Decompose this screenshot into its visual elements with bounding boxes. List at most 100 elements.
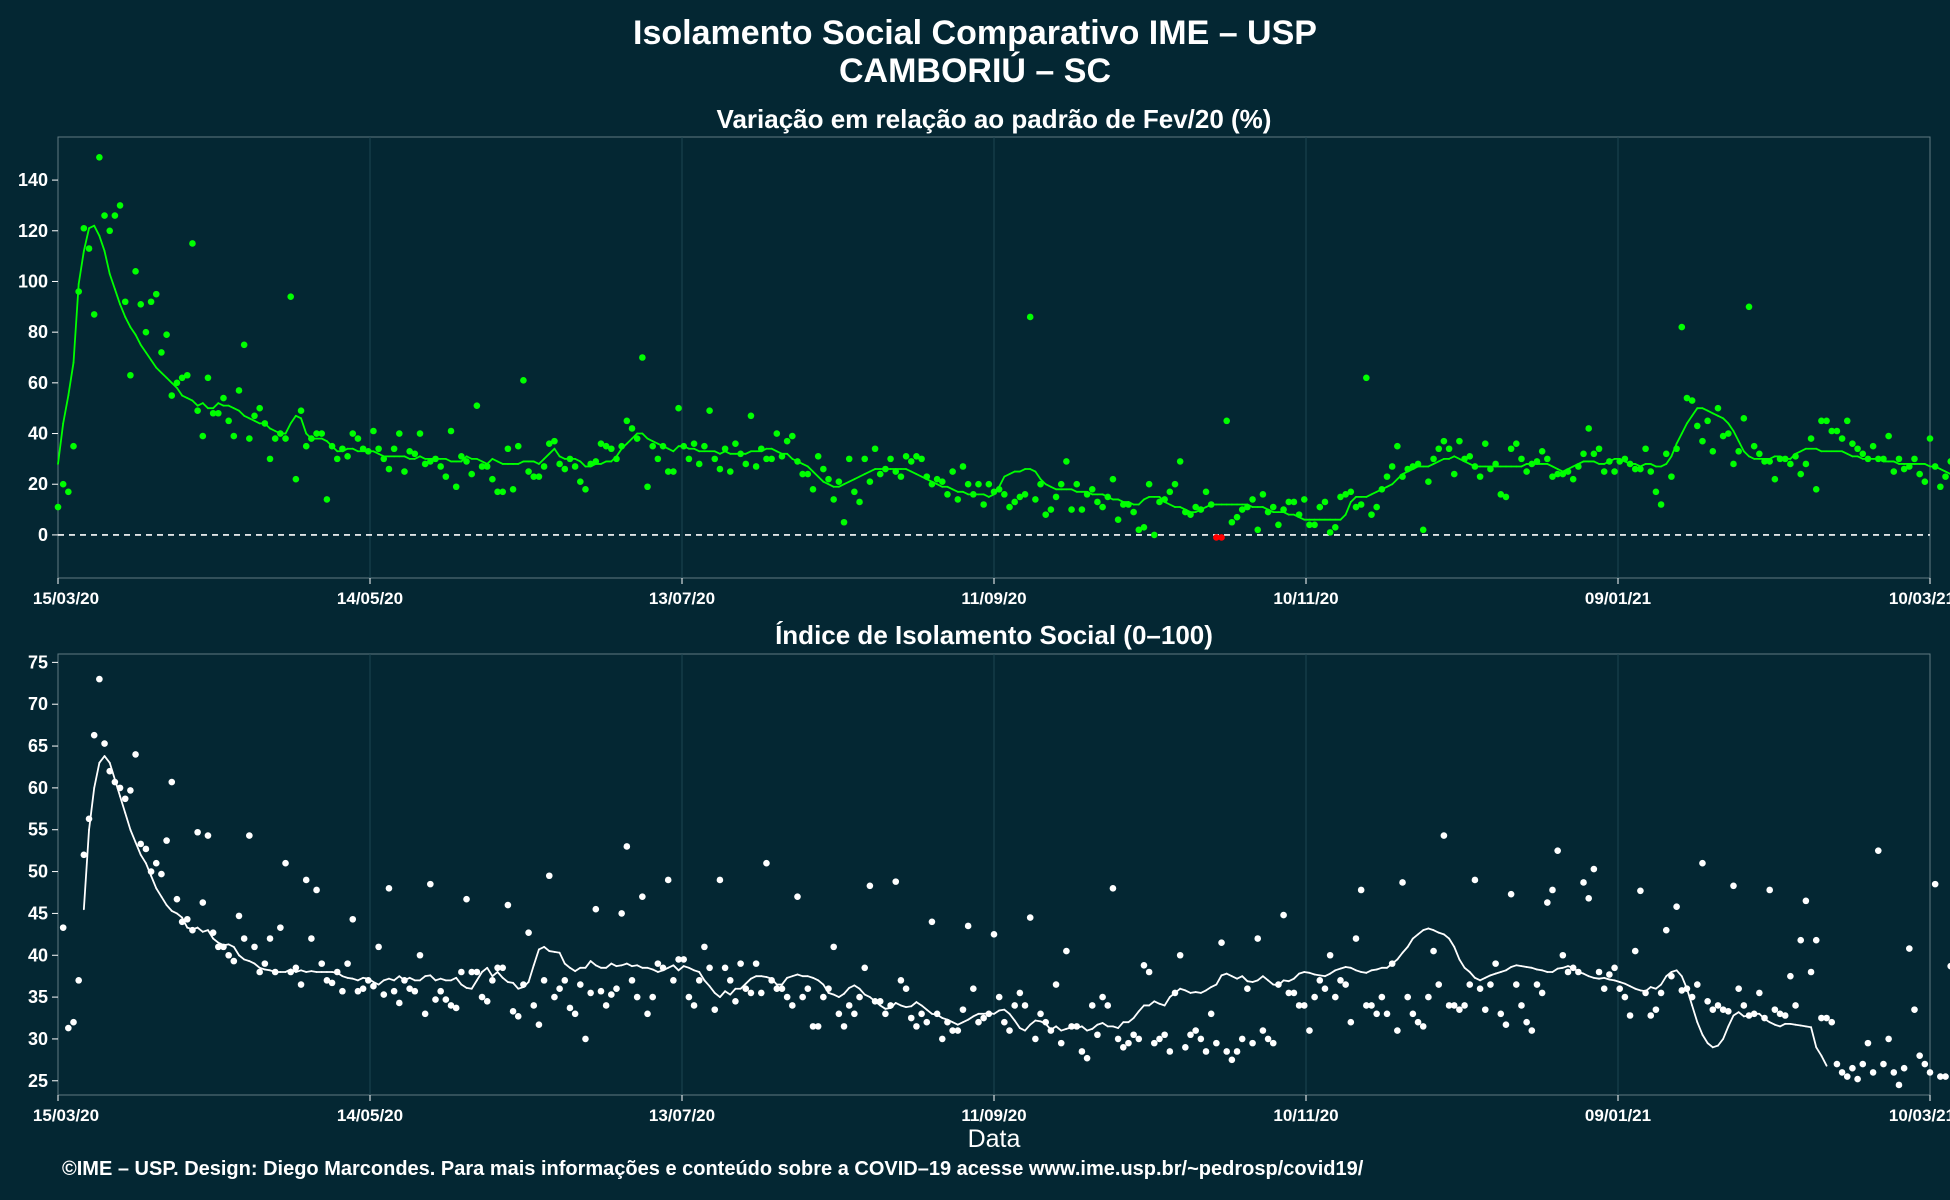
moving-average-segment [817, 979, 825, 986]
data-point [918, 1010, 925, 1018]
moving-average-segment [1799, 447, 1807, 453]
data-point [1683, 985, 1691, 993]
moving-average-segment [243, 414, 251, 420]
data-point [1021, 491, 1029, 498]
data-point [328, 442, 336, 450]
moving-average-segment [532, 460, 540, 465]
moving-average-segment [915, 473, 923, 478]
moving-average-segment [67, 361, 75, 397]
data-point [1264, 508, 1272, 516]
data-point [90, 731, 98, 739]
moving-average-segment [165, 376, 173, 384]
x-tick-label: 10/03/21 [1889, 1106, 1950, 1125]
moving-average-segment [1510, 964, 1518, 968]
data-point [1693, 422, 1701, 430]
data-point [923, 473, 931, 480]
data-point [178, 918, 186, 926]
data-point [1833, 427, 1841, 435]
data-point [313, 430, 320, 437]
moving-average-segment [1484, 974, 1492, 979]
moving-average-segment [1220, 972, 1228, 977]
data-point [825, 475, 832, 483]
moving-average-segment [160, 371, 168, 379]
data-point [1119, 501, 1127, 508]
data-point [1311, 993, 1318, 1001]
data-point [1259, 491, 1267, 498]
data-point [1300, 1002, 1308, 1009]
data-point [266, 935, 274, 942]
data-point [75, 288, 82, 295]
moving-average-segment [532, 948, 540, 967]
data-point [716, 876, 724, 884]
data-point [1512, 981, 1520, 988]
moving-average-segment [145, 351, 152, 361]
data-point [1306, 1027, 1313, 1034]
data-point [1937, 1073, 1944, 1080]
moving-average-segment [1210, 983, 1218, 988]
data-point [1792, 453, 1799, 460]
data-point [1435, 445, 1443, 453]
moving-average-segment [1551, 967, 1559, 973]
data-point [152, 859, 160, 867]
data-point [623, 417, 631, 425]
moving-average-segment [470, 979, 478, 990]
data-point [1047, 1027, 1055, 1034]
data-point [1606, 971, 1613, 978]
data-point [1843, 417, 1851, 425]
data-point [913, 453, 920, 460]
data-point [1683, 394, 1691, 402]
data-point [794, 893, 801, 900]
data-point [520, 377, 527, 384]
data-point [468, 470, 476, 478]
moving-average-segment [1768, 1021, 1776, 1026]
data-point [1078, 506, 1086, 513]
data-point [938, 478, 946, 485]
data-point [1063, 458, 1070, 465]
data-point [173, 895, 181, 903]
data-point [949, 1027, 956, 1034]
data-point [447, 1002, 455, 1009]
moving-average-segment [1686, 414, 1694, 425]
data-point [220, 943, 227, 951]
data-point [1213, 1039, 1220, 1047]
moving-average-segment [88, 224, 96, 230]
data-point [1880, 1060, 1887, 1068]
moving-average-segment [170, 910, 178, 915]
data-point [1688, 397, 1696, 404]
data-point [913, 1023, 920, 1030]
data-point [1512, 440, 1520, 447]
moving-average-segment [1365, 493, 1373, 498]
moving-average-segment [558, 455, 566, 460]
moving-average-segment [1148, 1000, 1156, 1007]
moving-average-segment [227, 943, 235, 948]
data-point [1332, 524, 1339, 531]
data-point [1057, 480, 1065, 488]
data-point [1238, 506, 1246, 513]
moving-average-segment [548, 447, 556, 455]
data-point [271, 968, 279, 976]
moving-average-segment [1230, 975, 1238, 980]
data-point [168, 778, 176, 786]
moving-average-segment [1132, 1010, 1140, 1019]
data-point [1538, 989, 1546, 997]
data-point [1642, 989, 1649, 997]
data-point [1275, 981, 1282, 988]
data-point [1885, 1035, 1892, 1043]
moving-average-segment [651, 440, 659, 445]
y-tick-label: 30 [28, 1029, 48, 1049]
data-point [396, 430, 403, 437]
data-point [1631, 947, 1639, 955]
data-point [504, 445, 512, 453]
data-point [995, 993, 1003, 1001]
data-point [1378, 485, 1386, 493]
data-point [1264, 1035, 1272, 1043]
data-point [664, 876, 672, 884]
moving-average-segment [1024, 1023, 1032, 1032]
data-point [954, 496, 962, 503]
moving-average-segment [201, 402, 209, 410]
moving-average-segment [796, 973, 804, 978]
data-point [1916, 1052, 1923, 1059]
data-point [1678, 987, 1686, 994]
moving-average-segment [868, 468, 876, 473]
moving-average-segment [186, 397, 194, 402]
